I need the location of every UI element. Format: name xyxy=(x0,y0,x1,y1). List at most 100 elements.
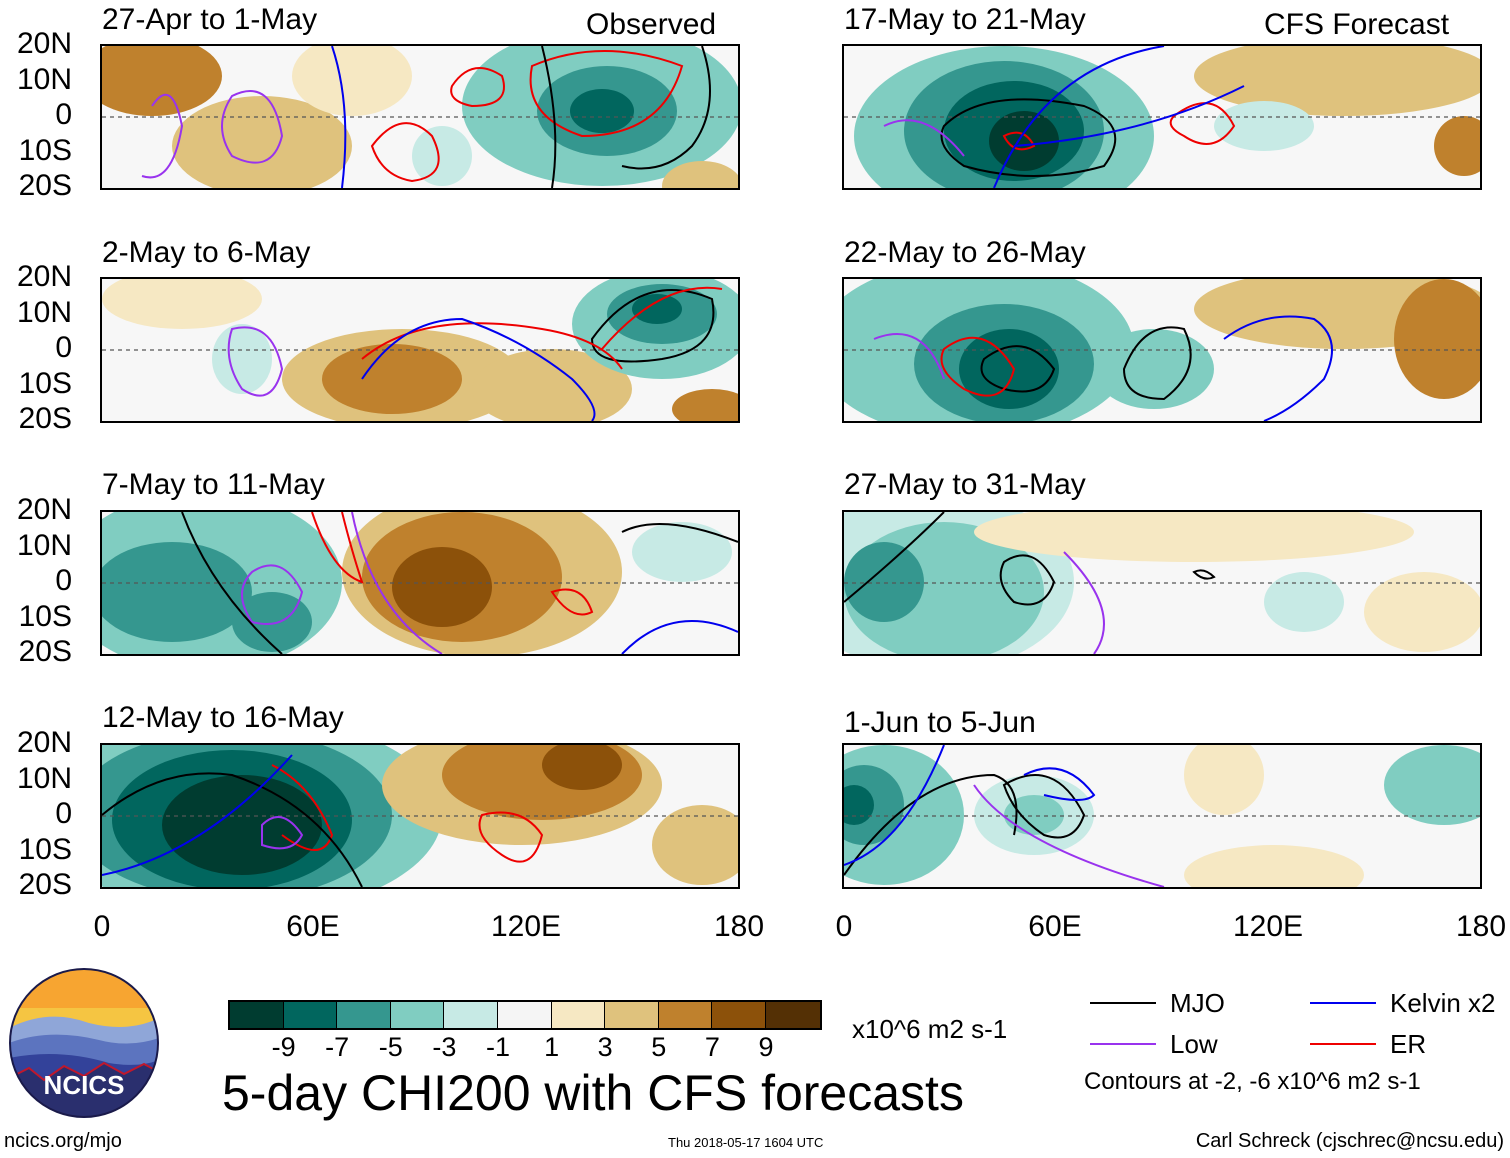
map-panel-1-field xyxy=(102,46,738,188)
panel-title-1: 27-Apr to 1-May xyxy=(102,3,318,36)
colorbar-cell xyxy=(337,1002,391,1028)
colorbar-tick-label: 9 xyxy=(758,1032,774,1062)
lon-label: 60E xyxy=(1028,910,1082,943)
lat-label: 0 xyxy=(55,797,72,830)
colorbar xyxy=(228,1000,822,1030)
legend-low-line xyxy=(1090,1043,1156,1045)
map-frame-8 xyxy=(842,743,1482,889)
legend-er-line xyxy=(1310,1043,1376,1045)
colorbar-cell xyxy=(712,1002,766,1028)
panel-title-3: 7-May to 11-May xyxy=(102,468,325,501)
map-panel-4 xyxy=(102,745,738,887)
observed-label: Observed xyxy=(586,8,717,41)
footer-timestamp: Thu 2018-05-17 1604 UTC xyxy=(668,1135,824,1150)
map-panel-5 xyxy=(844,46,1480,188)
lat-label: 20N xyxy=(16,260,72,293)
ncics-logo: NCICS xyxy=(9,968,159,1118)
colorbar-cell xyxy=(551,1002,606,1028)
lat-label: 10N xyxy=(16,528,72,562)
colorbar-units: x10^6 m2 s-1 xyxy=(852,1014,1008,1044)
lat-label: 20N xyxy=(16,726,72,759)
map-panel-2 xyxy=(102,279,738,421)
map-frame-2 xyxy=(100,277,740,423)
lat-label: 10N xyxy=(16,62,72,96)
lon-label: 0 xyxy=(93,910,111,943)
map-panel-6 xyxy=(844,279,1480,421)
colorbar-tick-label: 1 xyxy=(544,1032,560,1062)
colorbar-tick-label: -1 xyxy=(485,1032,511,1062)
lon-label: 60E xyxy=(286,910,340,943)
map-panel-3 xyxy=(102,512,738,654)
footer-url[interactable]: ncics.org/mjo xyxy=(4,1130,122,1152)
legend-mjo-label: MJO xyxy=(1170,988,1225,1018)
panel-title-6: 22-May to 26-May xyxy=(844,236,1086,269)
legend-mjo-line xyxy=(1090,1002,1156,1004)
colorbar-cell xyxy=(390,1002,445,1028)
lat-label: 20S xyxy=(18,169,72,202)
map-panel-3-field xyxy=(102,512,738,654)
lat-label: 20N xyxy=(16,493,72,526)
map-panel-8 xyxy=(844,745,1480,887)
lat-label: 10N xyxy=(16,761,72,795)
contour-note: Contours at -2, -6 x10^6 m2 s-1 xyxy=(1084,1068,1421,1095)
colorbar-cell xyxy=(605,1002,659,1028)
lat-label: 10N xyxy=(16,295,72,329)
lat-label: 0 xyxy=(55,331,72,364)
lat-label: 10S xyxy=(18,366,72,400)
map-panel-8-field xyxy=(844,745,1480,887)
logo-text: NCICS xyxy=(44,1070,125,1100)
lat-label: 10S xyxy=(18,832,72,866)
colorbar-cell xyxy=(444,1002,498,1028)
map-frame-4 xyxy=(100,743,740,889)
map-panel-1 xyxy=(102,46,738,188)
map-frame-5 xyxy=(842,44,1482,190)
lat-label: 10S xyxy=(18,133,72,167)
colorbar-cell xyxy=(283,1002,338,1028)
figure-title: 5-day CHI200 with CFS forecasts xyxy=(222,1065,964,1121)
colorbar-cell xyxy=(497,1002,552,1028)
panel-title-5: 17-May to 21-May xyxy=(844,3,1086,36)
lat-label: 20S xyxy=(18,402,72,435)
panel-title-8: 1-Jun to 5-Jun xyxy=(844,706,1036,739)
legend-kelvin-line xyxy=(1310,1002,1376,1004)
lon-label: 0 xyxy=(835,910,853,943)
lat-label: 20N xyxy=(16,27,72,60)
colorbar-tick-label: 5 xyxy=(651,1032,667,1062)
panel-title-2: 2-May to 6-May xyxy=(102,236,311,269)
map-panel-7-field xyxy=(844,512,1480,654)
lat-label: 20S xyxy=(18,868,72,901)
colorbar-cell xyxy=(765,1002,820,1028)
lat-label: 10S xyxy=(18,599,72,633)
lon-label: 120E xyxy=(1232,910,1304,943)
colorbar-cell xyxy=(230,1002,284,1028)
footer-author: Carl Schreck (cjschrec@ncsu.edu) xyxy=(1195,1130,1504,1152)
lon-label: 180 xyxy=(1455,910,1507,943)
map-panel-6-field xyxy=(844,279,1480,421)
lon-label: 180 xyxy=(713,910,765,943)
colorbar-tick-label: 7 xyxy=(704,1032,720,1062)
legend-er-label: ER xyxy=(1390,1029,1427,1059)
lon-label: 120E xyxy=(490,910,562,943)
map-panel-5-field xyxy=(844,46,1480,188)
lat-label: 20S xyxy=(18,635,72,668)
map-frame-6 xyxy=(842,277,1482,423)
colorbar-tick-label: 3 xyxy=(597,1032,613,1062)
map-panel-7 xyxy=(844,512,1480,654)
forecast-label: CFS Forecast xyxy=(1264,8,1450,41)
map-frame-1 xyxy=(100,44,740,190)
colorbar-tick-label: -3 xyxy=(432,1032,457,1062)
lat-label: 0 xyxy=(55,564,72,597)
colorbar-tick-label: -9 xyxy=(271,1032,296,1062)
panel-title-7: 27-May to 31-May xyxy=(844,468,1086,501)
map-frame-3 xyxy=(100,510,740,656)
panel-title-4: 12-May to 16-May xyxy=(102,701,344,734)
map-frame-7 xyxy=(842,510,1482,656)
map-panel-4-field xyxy=(102,745,738,887)
legend-low-label: Low xyxy=(1170,1029,1218,1059)
lat-label: 0 xyxy=(55,98,72,131)
colorbar-tick-label: -5 xyxy=(378,1032,403,1062)
legend-kelvin-label: Kelvin x2 xyxy=(1390,988,1496,1018)
colorbar-cell xyxy=(658,1002,713,1028)
colorbar-tick-label: -7 xyxy=(325,1032,350,1062)
map-panel-2-field xyxy=(102,279,738,421)
